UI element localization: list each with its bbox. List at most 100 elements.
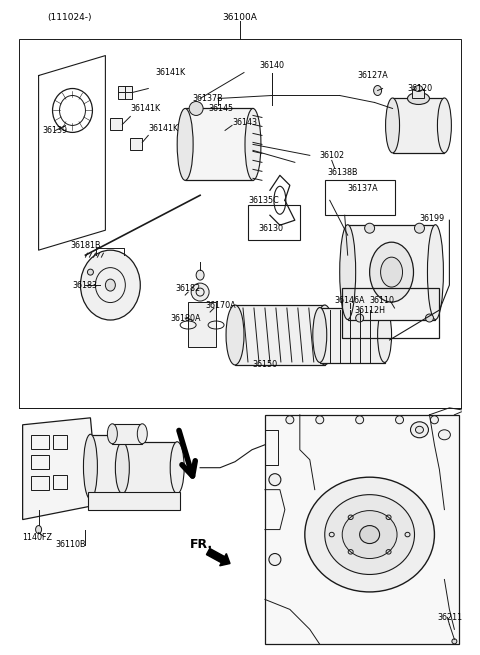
Ellipse shape	[396, 416, 404, 424]
Bar	[52, 475, 67, 489]
Text: 36127A: 36127A	[358, 71, 388, 80]
Text: 36139: 36139	[43, 126, 68, 135]
Bar	[110, 119, 122, 130]
Text: FR.: FR.	[190, 538, 213, 551]
Ellipse shape	[416, 426, 423, 433]
Bar	[235, 305, 325, 365]
Text: 36130: 36130	[258, 224, 283, 233]
Ellipse shape	[177, 109, 193, 180]
Ellipse shape	[316, 305, 334, 365]
Ellipse shape	[381, 257, 403, 287]
Ellipse shape	[385, 98, 399, 153]
Ellipse shape	[36, 525, 42, 534]
Ellipse shape	[437, 98, 451, 153]
Ellipse shape	[137, 424, 147, 443]
Ellipse shape	[415, 223, 424, 233]
Ellipse shape	[269, 553, 281, 565]
Ellipse shape	[313, 308, 327, 362]
Ellipse shape	[170, 441, 184, 494]
FancyArrow shape	[206, 548, 230, 566]
Text: (111024-): (111024-)	[48, 12, 92, 22]
Bar	[342, 288, 439, 338]
Ellipse shape	[84, 434, 97, 499]
Bar	[122, 441, 177, 494]
Text: 36183: 36183	[72, 280, 97, 290]
Ellipse shape	[87, 269, 94, 275]
Bar	[185, 109, 253, 180]
Text: 36141K: 36141K	[155, 68, 185, 77]
Ellipse shape	[115, 441, 129, 494]
Bar	[88, 492, 180, 510]
Text: 36137B: 36137B	[192, 94, 223, 103]
Ellipse shape	[365, 223, 374, 233]
Ellipse shape	[81, 250, 140, 320]
Ellipse shape	[370, 242, 413, 302]
Ellipse shape	[408, 92, 430, 105]
Text: 36146A: 36146A	[335, 295, 365, 305]
Ellipse shape	[286, 416, 294, 424]
Bar	[112, 424, 142, 443]
Text: 36181B: 36181B	[71, 240, 101, 250]
Text: 36140: 36140	[259, 61, 285, 70]
Ellipse shape	[410, 422, 429, 438]
Ellipse shape	[245, 109, 261, 180]
Ellipse shape	[452, 639, 457, 644]
Text: 1140FZ: 1140FZ	[23, 533, 53, 542]
Bar	[348, 225, 435, 320]
Text: 36112H: 36112H	[355, 305, 385, 314]
Ellipse shape	[305, 477, 434, 592]
Text: 36211: 36211	[437, 613, 463, 622]
Bar	[393, 98, 444, 153]
Text: 36180A: 36180A	[170, 314, 201, 322]
Ellipse shape	[189, 102, 203, 115]
Ellipse shape	[373, 86, 382, 96]
Bar	[31, 435, 48, 449]
Text: 36141K: 36141K	[148, 124, 179, 133]
Ellipse shape	[431, 416, 438, 424]
Ellipse shape	[425, 314, 433, 322]
Ellipse shape	[438, 430, 450, 440]
Text: 36145: 36145	[208, 104, 233, 113]
Bar	[119, 86, 132, 100]
Ellipse shape	[356, 416, 364, 424]
Text: 36110B: 36110B	[56, 540, 86, 549]
Ellipse shape	[342, 511, 397, 559]
Ellipse shape	[191, 283, 209, 301]
Bar	[188, 302, 216, 347]
Ellipse shape	[340, 225, 356, 320]
Ellipse shape	[316, 416, 324, 424]
Text: 36150: 36150	[252, 360, 277, 369]
Ellipse shape	[108, 424, 117, 443]
Text: 36141K: 36141K	[130, 104, 160, 113]
Bar	[31, 476, 48, 490]
Ellipse shape	[428, 225, 444, 320]
Bar	[325, 180, 395, 215]
Text: 36100A: 36100A	[223, 12, 257, 22]
Polygon shape	[23, 418, 98, 519]
Bar	[412, 88, 424, 98]
Text: 36138B: 36138B	[328, 168, 358, 177]
Bar	[31, 455, 48, 469]
Ellipse shape	[226, 305, 244, 365]
Bar	[320, 308, 384, 363]
Ellipse shape	[356, 314, 364, 322]
Ellipse shape	[196, 270, 204, 280]
Polygon shape	[265, 415, 459, 645]
Bar	[19, 39, 461, 408]
Ellipse shape	[119, 434, 132, 499]
Bar	[130, 138, 142, 151]
Text: 36143: 36143	[232, 118, 257, 127]
Ellipse shape	[325, 495, 415, 574]
Bar	[90, 435, 125, 500]
Text: 36110: 36110	[370, 295, 395, 305]
Text: 36170A: 36170A	[205, 301, 236, 310]
Ellipse shape	[106, 279, 115, 291]
Text: 36182: 36182	[175, 284, 200, 293]
Ellipse shape	[269, 474, 281, 485]
Ellipse shape	[378, 308, 392, 362]
Text: 36120: 36120	[408, 84, 432, 93]
Text: 36102: 36102	[320, 151, 345, 160]
Text: 36199: 36199	[420, 214, 445, 223]
Bar	[52, 435, 67, 449]
Ellipse shape	[415, 86, 422, 92]
